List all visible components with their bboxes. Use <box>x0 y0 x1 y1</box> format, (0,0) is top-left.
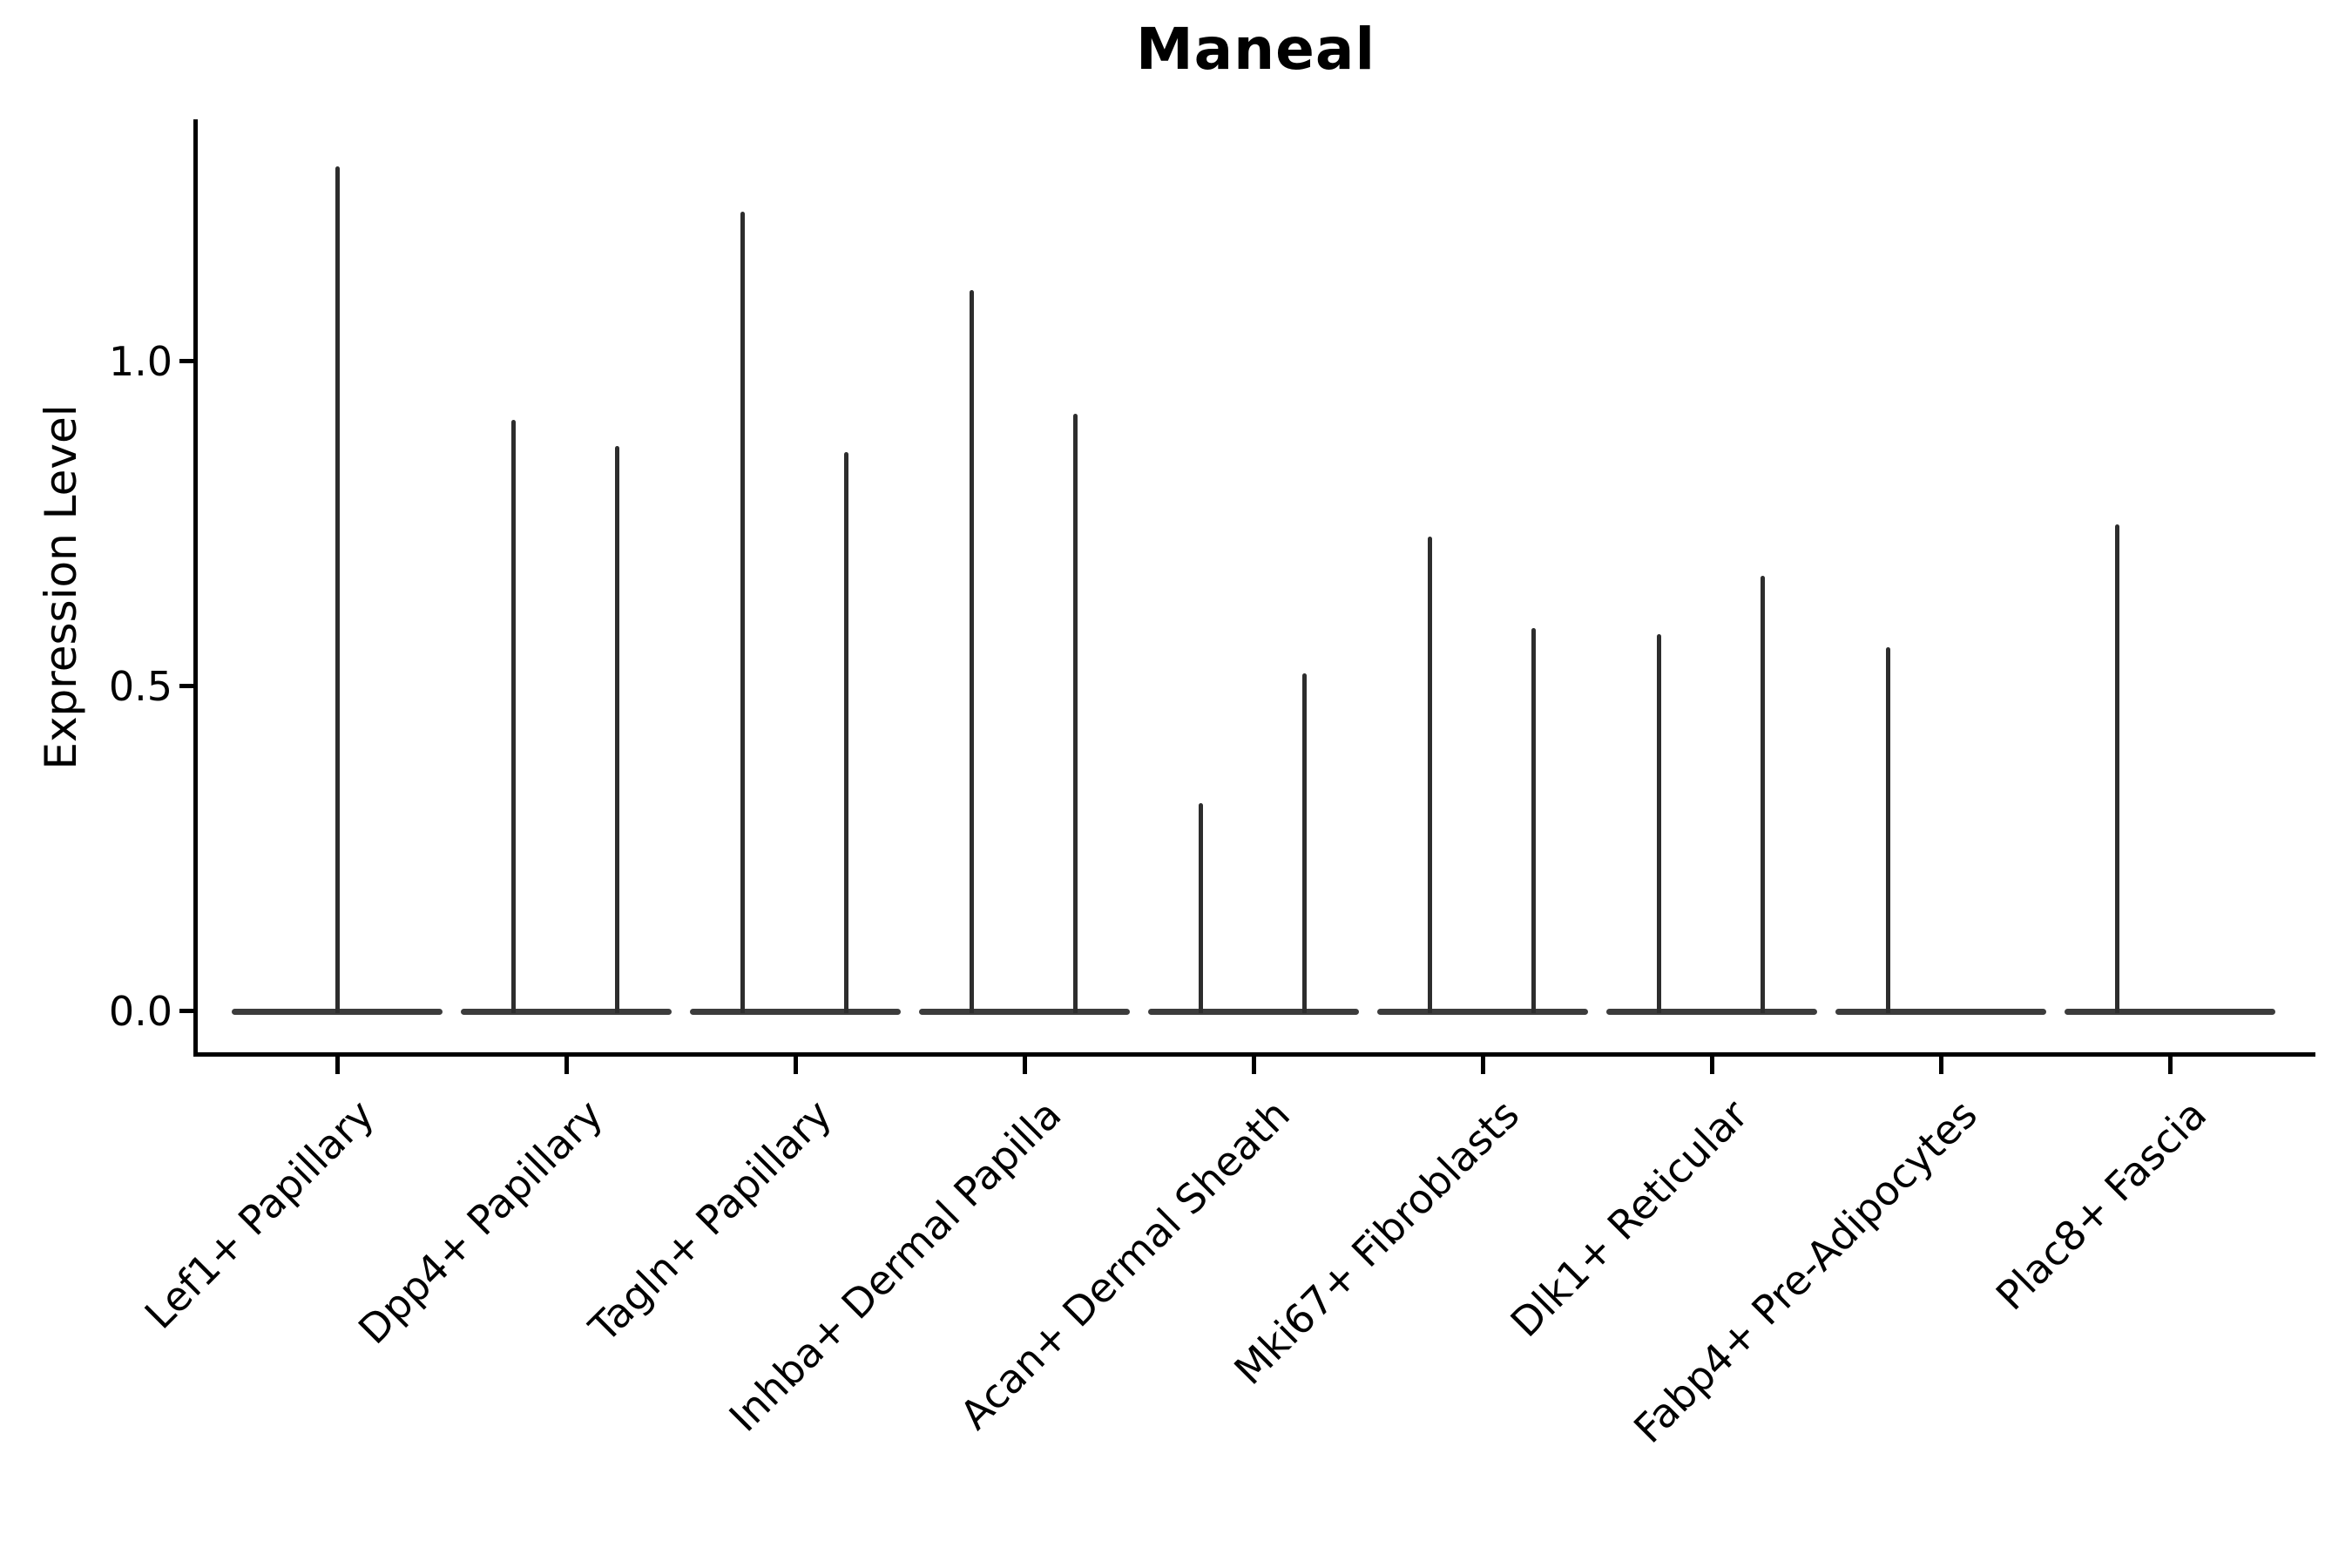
x-tick-mark <box>1022 1057 1027 1074</box>
x-tick-label: Dpp4+ Papillary <box>348 1091 612 1354</box>
violin-spike <box>1427 537 1432 1013</box>
x-tick-label: Dlk1+ Reticular <box>1501 1091 1758 1347</box>
x-tick-label: Lef1+ Papillary <box>135 1091 383 1338</box>
violin-spike <box>614 445 619 1013</box>
x-tick-mark <box>793 1057 798 1074</box>
violin-spike <box>740 212 745 1013</box>
x-tick-label: Tagln+ Papillary <box>580 1091 841 1351</box>
y-axis-label: Expression Level <box>36 404 86 770</box>
violin-spike <box>335 166 340 1013</box>
x-tick-mark <box>1938 1057 1943 1074</box>
y-tick-mark <box>179 1009 193 1013</box>
violin-base <box>1148 1008 1359 1015</box>
violin-base <box>461 1008 672 1015</box>
violin-spike <box>843 452 848 1013</box>
violin-base <box>2065 1008 2275 1015</box>
violin-base <box>1835 1008 2046 1015</box>
violin-spike <box>1531 627 1536 1013</box>
x-axis-spine <box>193 1052 2315 1057</box>
violin-spike <box>2114 524 2119 1013</box>
violin-spike <box>1656 634 1661 1013</box>
x-tick-mark <box>1480 1057 1485 1074</box>
x-tick-mark <box>1251 1057 1256 1074</box>
y-tick-mark <box>179 359 193 363</box>
x-tick-mark <box>2167 1057 2173 1074</box>
violin-spike <box>1198 803 1203 1013</box>
violin-spike <box>1885 647 1890 1013</box>
chart-title: Maneal <box>1135 16 1376 83</box>
violin-spike <box>1072 413 1078 1013</box>
violin-base <box>1377 1008 1588 1015</box>
violin-spike <box>969 289 974 1013</box>
y-tick-label: 1.0 <box>108 338 172 385</box>
violin-spike <box>1760 576 1765 1013</box>
violin-base <box>690 1008 901 1015</box>
x-tick-mark <box>335 1057 340 1074</box>
violin-base <box>1606 1008 1817 1015</box>
y-tick-mark <box>179 684 193 688</box>
y-tick-label: 0.0 <box>108 988 172 1035</box>
x-tick-label: Plac8+ Fascia <box>1986 1091 2216 1320</box>
violin-spike <box>510 420 516 1013</box>
x-tick-mark <box>1709 1057 1714 1074</box>
y-axis-spine <box>193 119 198 1057</box>
y-tick-label: 0.5 <box>108 663 172 710</box>
violin-base <box>919 1008 1130 1015</box>
x-tick-mark <box>564 1057 569 1074</box>
violin-spike <box>1301 673 1307 1013</box>
